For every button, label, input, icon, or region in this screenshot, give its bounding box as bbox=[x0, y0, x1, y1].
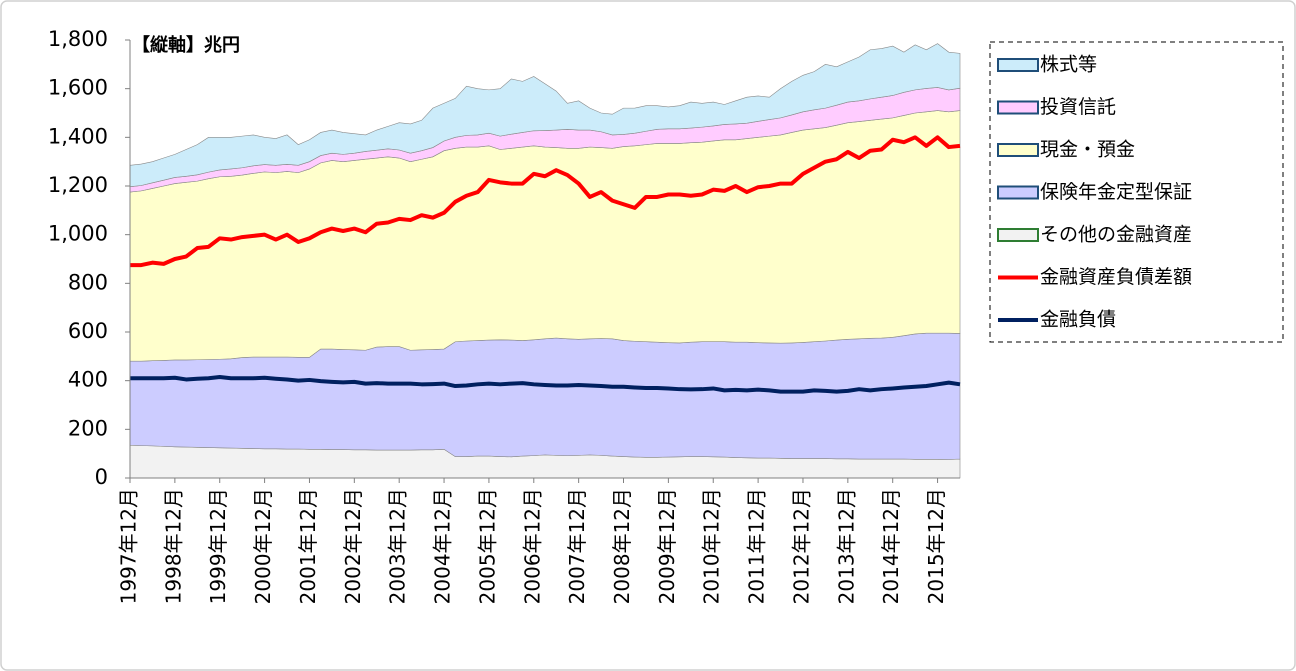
x-tick-label: 2012年12月 bbox=[789, 488, 813, 604]
legend-label: 金融資産負債差額 bbox=[1040, 266, 1192, 288]
x-tick-label: 2014年12月 bbox=[879, 488, 903, 604]
y-axis-title: 【縦軸】兆円 bbox=[132, 34, 240, 56]
x-tick-label: 2005年12月 bbox=[475, 488, 499, 604]
line bbox=[130, 135, 961, 268]
y-tick-label: 1,800 bbox=[48, 27, 108, 51]
x-tick-label: 2008年12月 bbox=[610, 488, 634, 604]
x-tick-label: 2011年12月 bbox=[745, 488, 769, 604]
legend-label: その他の金融資産 bbox=[1040, 224, 1192, 246]
x-tick-label: 2013年12月 bbox=[834, 488, 858, 604]
x-tick-label: 2007年12月 bbox=[565, 488, 589, 604]
x-tick-label: 2009年12月 bbox=[655, 488, 679, 604]
legend-swatch bbox=[997, 143, 1039, 157]
legend-swatch bbox=[997, 228, 1039, 242]
legend-box bbox=[989, 41, 1284, 343]
x-tick-label: 2003年12月 bbox=[386, 488, 410, 604]
x-tick-label: 1998年12月 bbox=[161, 488, 185, 604]
legend-label: 金融負債 bbox=[1040, 309, 1116, 331]
legend-swatch bbox=[997, 185, 1039, 200]
x-tick-label: 1999年12月 bbox=[206, 488, 230, 604]
x-tick-label: 2015年12月 bbox=[924, 488, 948, 604]
x-tick-label: 2010年12月 bbox=[700, 488, 724, 604]
y-tick-label: 1,600 bbox=[48, 76, 108, 100]
area bbox=[129, 43, 961, 188]
legend-label: 現金・預金 bbox=[1040, 139, 1135, 161]
legend-label: 株式等 bbox=[1040, 54, 1097, 76]
x-tick-label: 2001年12月 bbox=[296, 488, 320, 604]
y-tick-label: 1,000 bbox=[48, 222, 108, 246]
x-tick-label: 2000年12月 bbox=[251, 488, 275, 604]
y-tick-label: 400 bbox=[68, 368, 108, 392]
y-tick-label: 0 bbox=[95, 465, 108, 489]
x-tick-label: 1997年12月 bbox=[117, 488, 141, 604]
y-tick-label: 600 bbox=[68, 319, 108, 343]
y-tick-label: 800 bbox=[68, 270, 108, 294]
line bbox=[130, 375, 961, 394]
y-tick-label: 1,400 bbox=[48, 124, 108, 148]
x-tick-label: 2002年12月 bbox=[341, 488, 365, 604]
legend-swatch bbox=[997, 58, 1039, 72]
y-tick-label: 200 bbox=[68, 416, 108, 440]
legend-swatch bbox=[997, 100, 1039, 115]
legend-label: 投資信託 bbox=[1040, 96, 1116, 118]
y-tick-label: 1,200 bbox=[48, 173, 108, 197]
x-tick-label: 2006年12月 bbox=[520, 488, 544, 604]
x-tick-label: 2004年12月 bbox=[431, 488, 455, 604]
legend-label: 保険年金定型保証 bbox=[1040, 181, 1192, 203]
